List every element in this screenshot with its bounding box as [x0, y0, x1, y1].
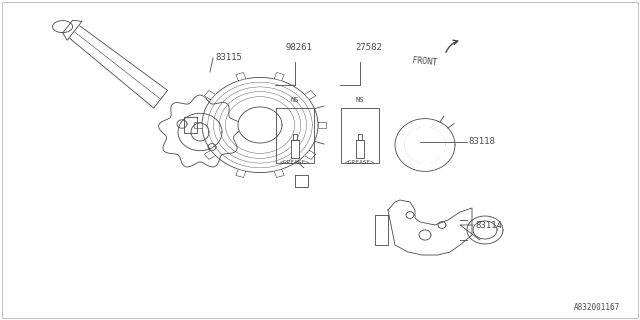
- Polygon shape: [69, 25, 168, 108]
- Text: 83115: 83115: [215, 53, 242, 62]
- Text: 27582: 27582: [355, 44, 382, 52]
- Polygon shape: [356, 140, 364, 158]
- Polygon shape: [305, 91, 316, 100]
- Polygon shape: [460, 220, 467, 240]
- Polygon shape: [395, 119, 455, 172]
- Text: <GREASE>: <GREASE>: [345, 161, 375, 165]
- Polygon shape: [467, 216, 503, 244]
- Polygon shape: [194, 122, 202, 128]
- Polygon shape: [184, 117, 197, 133]
- Polygon shape: [375, 215, 388, 245]
- Text: 83114: 83114: [475, 220, 502, 229]
- Polygon shape: [274, 73, 284, 81]
- Polygon shape: [236, 73, 246, 81]
- Polygon shape: [204, 91, 216, 100]
- Polygon shape: [204, 150, 216, 159]
- Polygon shape: [236, 169, 246, 178]
- Polygon shape: [291, 140, 299, 158]
- Polygon shape: [318, 122, 326, 128]
- Text: 98261: 98261: [285, 44, 312, 52]
- Text: A832001167: A832001167: [573, 303, 620, 312]
- Text: 83118: 83118: [468, 138, 495, 147]
- Polygon shape: [388, 200, 472, 255]
- Polygon shape: [274, 169, 284, 178]
- Text: NS: NS: [291, 97, 300, 103]
- Polygon shape: [405, 127, 445, 163]
- Text: FRONT: FRONT: [412, 56, 438, 68]
- Text: NS: NS: [356, 97, 364, 103]
- Polygon shape: [63, 20, 82, 40]
- Polygon shape: [305, 150, 316, 159]
- Polygon shape: [295, 175, 308, 187]
- Text: <GREASE>: <GREASE>: [280, 161, 310, 165]
- Polygon shape: [238, 107, 282, 143]
- Polygon shape: [52, 20, 72, 33]
- Polygon shape: [178, 113, 222, 151]
- Polygon shape: [202, 77, 318, 172]
- Polygon shape: [159, 95, 241, 167]
